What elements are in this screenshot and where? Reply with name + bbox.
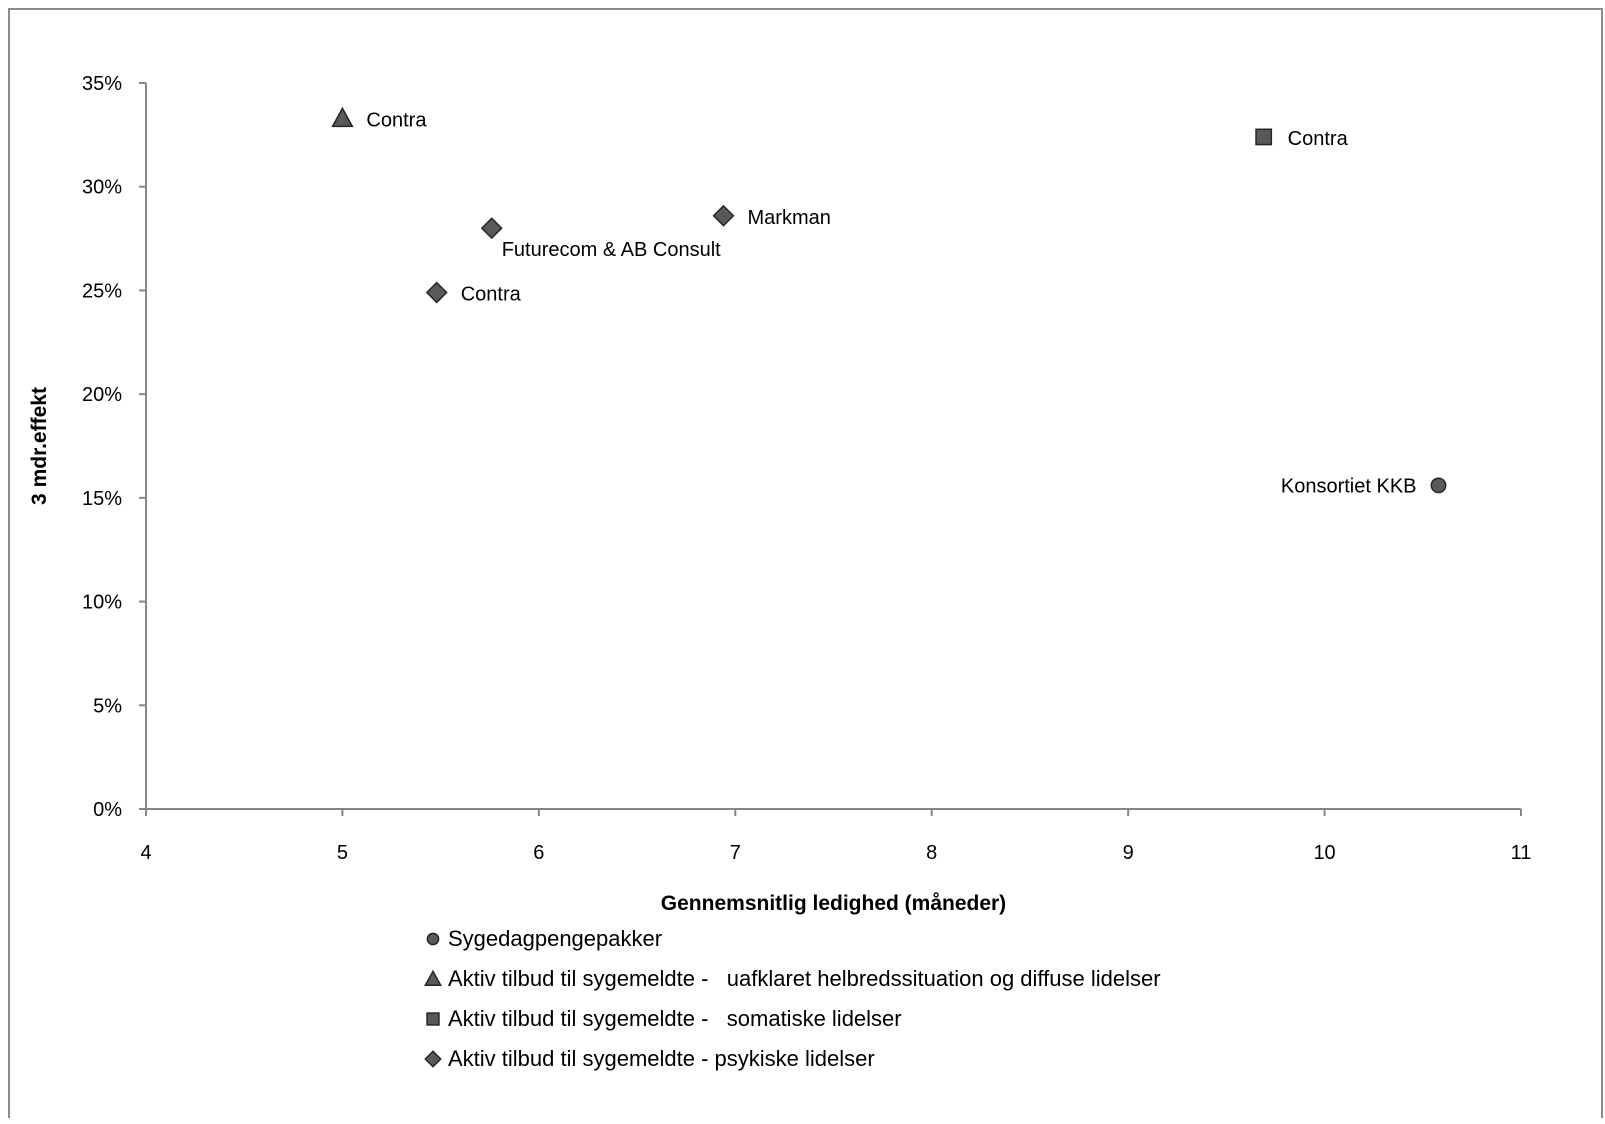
chart-area: 4 5 6 7 8 9 10 11 0% 5% 10% 15% 20% 25% 30% 35% Gennem… [8, 8, 1603, 1118]
data-points: Konsortiet KKB Contra Contra Futurecom & AB… [331, 106, 1447, 497]
y-tick-label: 10% [82, 592, 122, 614]
data-point-triangle [331, 106, 354, 128]
x-tick-label: 7 [730, 842, 741, 864]
x-tick-label: 4 [140, 842, 151, 864]
legend-label: Aktiv tilbud til sygemeldte - psykiske l… [448, 1046, 875, 1071]
scatter-chart: 4 5 6 7 8 9 10 11 0% 5% 10% 15% 20% 25% 30% 35% Gennem… [28, 73, 1531, 1071]
y-tick-label: 35% [82, 73, 122, 95]
x-tick-label: 8 [926, 842, 937, 864]
legend: Sygedagpengepakker Aktiv tilbud til sygem… [424, 926, 1161, 1071]
y-tick-label: 5% [93, 695, 122, 717]
x-tick-label: 5 [337, 842, 348, 864]
point-label: Konsortiet KKB [1281, 475, 1417, 497]
y-ticks: 0% 5% 10% 15% 20% 25% 30% 35% [82, 73, 146, 821]
legend-marker-triangle [424, 969, 442, 987]
point-label: Markman [748, 207, 831, 229]
legend-marker-circle [426, 932, 440, 946]
data-point-diamond [712, 204, 735, 227]
y-tick-label: 0% [93, 799, 122, 821]
legend-label: Sygedagpengepakker [448, 926, 662, 951]
x-tick-label: 10 [1313, 842, 1335, 864]
legend-marker-diamond [424, 1050, 442, 1068]
point-label: Futurecom & AB Consult [502, 239, 721, 261]
x-axis-title: Gennemsnitlig ledighed (måneder) [661, 892, 1006, 915]
y-tick-label: 15% [82, 488, 122, 510]
legend-label: Aktiv tilbud til sygemeldte - uafklaret … [448, 966, 1161, 991]
y-axis-title: 3 mdr.effekt [28, 387, 51, 505]
data-point-diamond [480, 217, 503, 240]
y-tick-label: 30% [82, 177, 122, 199]
x-ticks: 4 5 6 7 8 9 10 11 [140, 809, 1531, 864]
x-tick-label: 9 [1123, 842, 1134, 864]
point-label: Contra [461, 284, 522, 306]
point-label: Contra [366, 109, 427, 131]
y-tick-label: 20% [82, 384, 122, 406]
data-point-circle [1430, 477, 1447, 494]
data-point-diamond [425, 281, 448, 304]
legend-marker-square [426, 1012, 440, 1026]
data-point-square [1255, 128, 1273, 146]
point-label: Contra [1288, 128, 1349, 150]
x-tick-label: 6 [533, 842, 544, 864]
y-tick-label: 25% [82, 280, 122, 302]
x-tick-label: 11 [1511, 842, 1532, 864]
legend-label: Aktiv tilbud til sygemeldte - somatiske … [448, 1006, 902, 1031]
axes: 4 5 6 7 8 9 10 11 0% 5% 10% 15% 20% 25% 30% 35% [82, 73, 1531, 864]
